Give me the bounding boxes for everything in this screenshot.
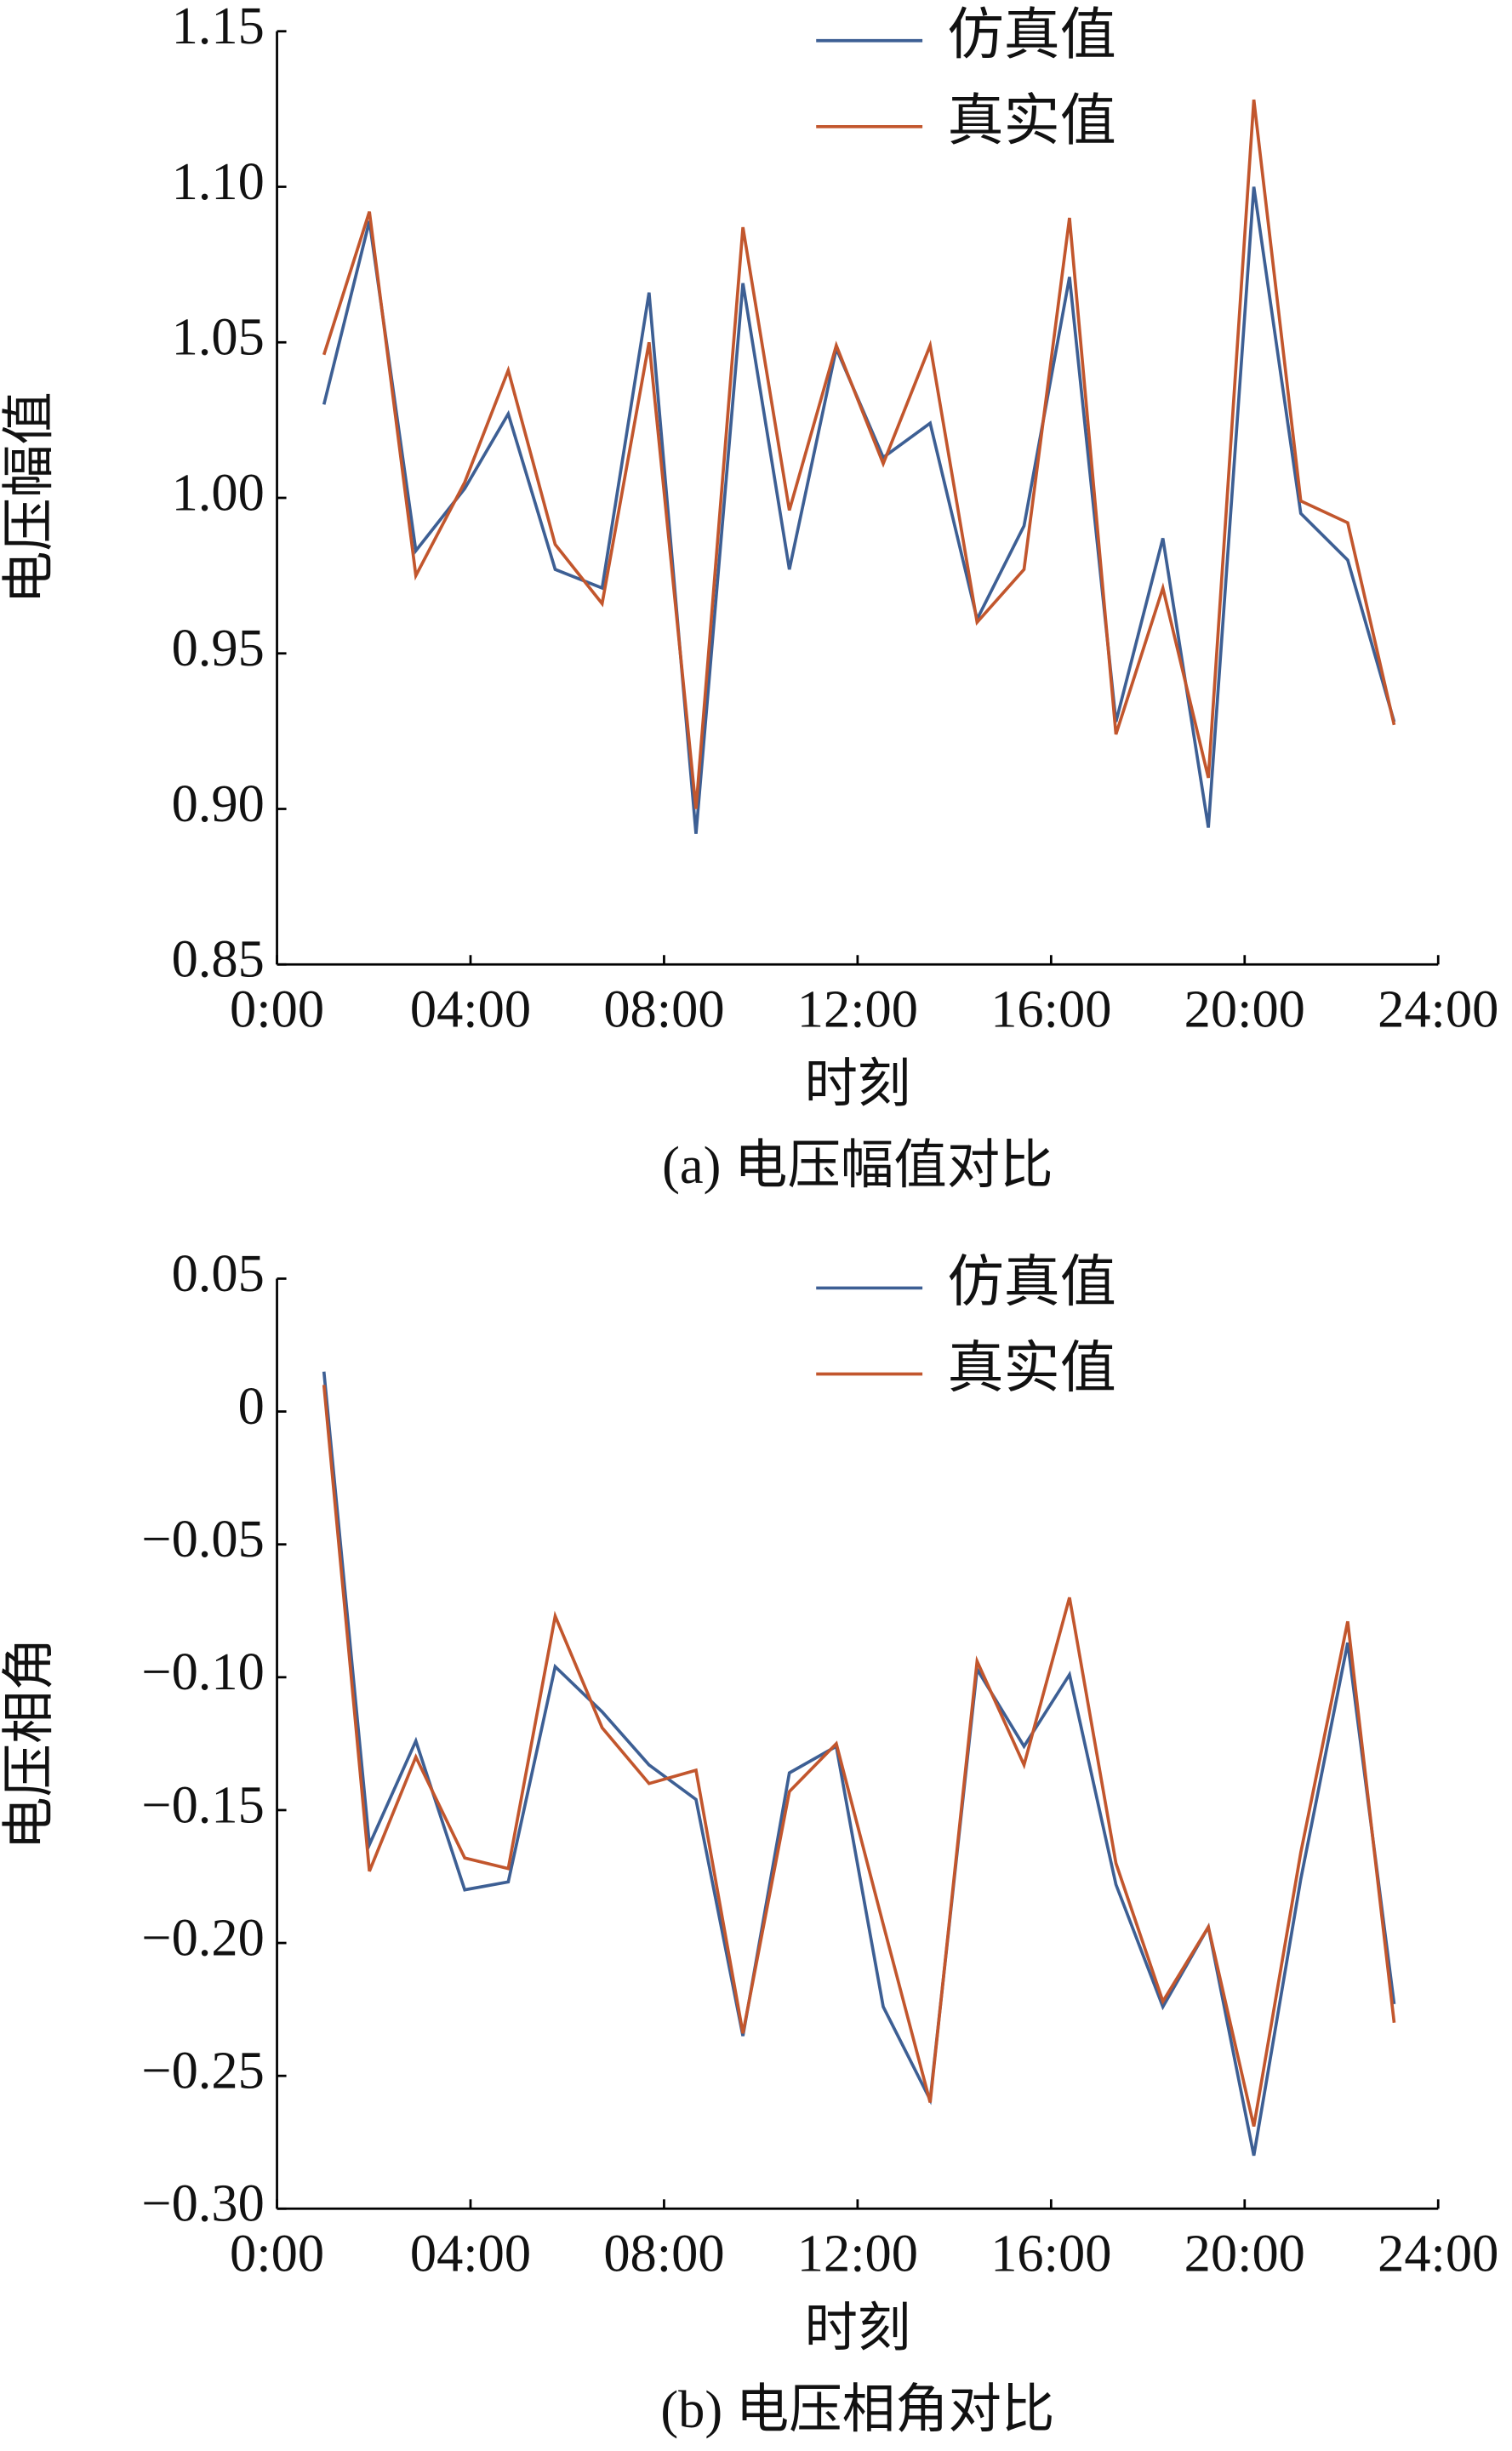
x-tick-label: 0:00 xyxy=(230,979,324,1038)
y-tick-label: −0.30 xyxy=(141,2174,264,2233)
caption: (b) 电压相角对比 xyxy=(660,2380,1054,2439)
y-tick-label: 0.05 xyxy=(172,1243,265,1303)
y-tick-label: −0.10 xyxy=(141,1642,264,1701)
y-tick-label: 1.05 xyxy=(172,307,265,367)
x-tick-label: 24:00 xyxy=(1378,979,1498,1038)
x-axis-label: 时刻 xyxy=(804,1054,910,1114)
x-tick-label: 16:00 xyxy=(990,979,1111,1038)
x-tick-label: 12:00 xyxy=(797,979,918,1038)
y-tick-label: −0.05 xyxy=(141,1509,264,1568)
y-tick-label: 0 xyxy=(238,1376,265,1436)
legend-label: 仿真值 xyxy=(947,4,1115,66)
x-tick-label: 08:00 xyxy=(603,979,724,1038)
series-line xyxy=(322,186,1396,834)
legend-label: 真实值 xyxy=(947,90,1115,152)
x-tick-label: 16:00 xyxy=(990,2223,1111,2282)
y-tick-label: 0.85 xyxy=(172,929,265,989)
x-tick-label: 0:00 xyxy=(230,2223,324,2282)
x-tick-label: 04:00 xyxy=(410,2223,531,2282)
x-tick-label: 20:00 xyxy=(1184,979,1305,1038)
legend-label: 真实值 xyxy=(947,1338,1115,1400)
y-axis-label: 电压相角 xyxy=(0,1637,59,1850)
y-tick-label: 1.00 xyxy=(172,462,265,522)
y-tick-label: −0.15 xyxy=(141,1774,264,1834)
y-tick-label: −0.25 xyxy=(141,2041,264,2100)
y-tick-label: 0.95 xyxy=(172,618,265,677)
x-tick-label: 04:00 xyxy=(410,979,531,1038)
series-line xyxy=(322,99,1396,809)
x-tick-label: 20:00 xyxy=(1184,2223,1305,2282)
y-tick-label: −0.20 xyxy=(141,1907,264,1967)
caption: (a) 电压幅值对比 xyxy=(662,1135,1053,1195)
series-line xyxy=(322,1385,1396,2127)
y-tick-label: 1.10 xyxy=(172,151,265,211)
y-tick-label: 0.90 xyxy=(172,774,265,833)
x-tick-label: 12:00 xyxy=(797,2223,918,2282)
x-axis-label: 时刻 xyxy=(804,2299,910,2358)
x-tick-label: 24:00 xyxy=(1378,2223,1498,2282)
y-tick-label: 1.15 xyxy=(172,0,265,55)
y-axis-label: 电压幅值 xyxy=(0,391,59,604)
x-tick-label: 08:00 xyxy=(603,2223,724,2282)
legend-label: 仿真值 xyxy=(947,1252,1115,1314)
